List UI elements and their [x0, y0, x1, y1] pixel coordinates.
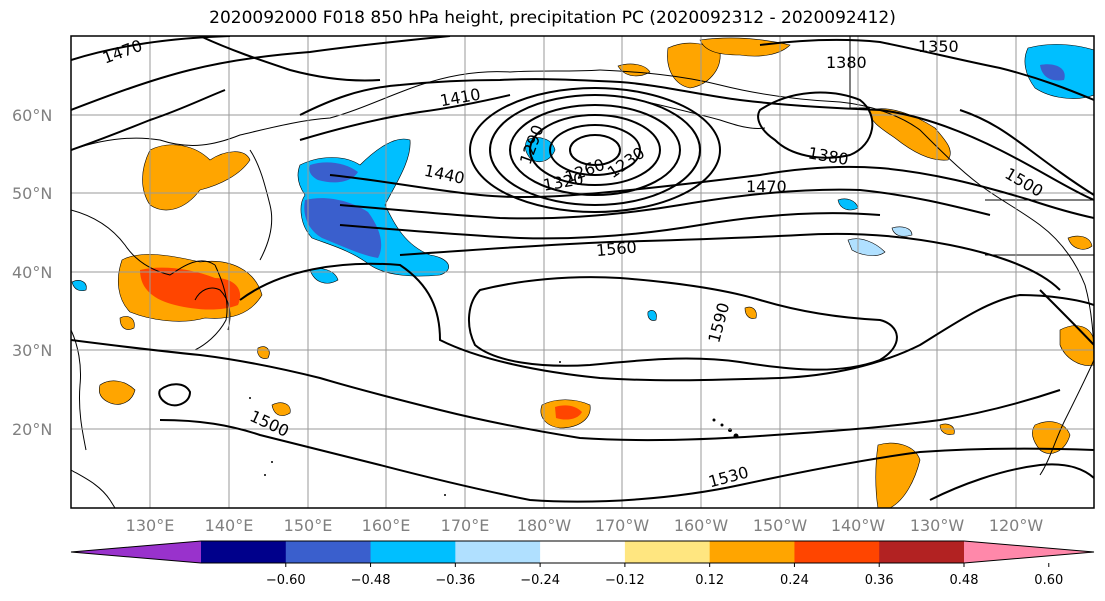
colorbar-tick-label: −0.36	[435, 573, 475, 588]
colorbar-tick-label: −0.24	[520, 573, 560, 588]
contour-label-1560: 1560	[595, 238, 637, 260]
map-frame	[70, 35, 1095, 509]
colorbar-tick-label: 0.36	[865, 573, 894, 588]
lon-label-160w: 160°W	[674, 516, 729, 535]
lon-label-140e: 140°E	[205, 516, 254, 535]
lon-label-150w: 150°W	[753, 516, 808, 535]
lon-label-140w: 140°W	[831, 516, 886, 535]
colorbar-bin	[709, 541, 795, 563]
contour-label-1380-n: 1380	[826, 53, 867, 72]
colorbar-tick-label: 0.24	[780, 573, 809, 588]
colorbar-outline	[70, 540, 1095, 564]
colorbar-bin	[624, 541, 711, 563]
colorbar: −0.60 −0.48 −0.36 −0.24 −0.12 0.12 0.24 0.36 0.4…	[70, 540, 1095, 588]
lat-label-50n: 50°N	[12, 184, 52, 203]
precip-positive-shading	[98, 37, 1094, 508]
height-contours	[71, 36, 1094, 503]
lon-label-170w: 170°W	[595, 516, 650, 535]
colorbar-bin	[879, 541, 965, 563]
coastlines	[71, 36, 1094, 508]
colorbar-bin	[540, 541, 626, 563]
colorbar-bin	[285, 541, 372, 563]
lon-label-150e: 150°E	[284, 516, 333, 535]
colorbar-bin	[794, 541, 880, 563]
colorbar-tick-label: 0.48	[950, 573, 979, 588]
colorbar-tick-label: 0.12	[695, 573, 724, 588]
lat-label-60n: 60°N	[12, 106, 52, 125]
colorbar-bin	[370, 541, 456, 563]
lon-label-180w: 180°W	[517, 516, 572, 535]
colorbar-extend-min	[71, 541, 201, 563]
contour-label-1470-center: 1470	[746, 177, 787, 196]
colorbar-tick-label: −0.60	[266, 573, 306, 588]
graticule	[71, 36, 1094, 508]
longitude-labels: 130°E 140°E 150°E 160°E 170°E 180°W 170°…	[126, 516, 1044, 535]
colorbar-extend-max	[964, 541, 1094, 563]
lon-label-120w: 120°W	[989, 516, 1044, 535]
latitude-labels: 60°N 50°N 40°N 30°N 20°N	[12, 106, 52, 439]
lon-label-130w: 130°W	[910, 516, 965, 535]
lon-label-170e: 170°E	[441, 516, 490, 535]
colorbar-bin	[455, 541, 541, 563]
lon-label-160e: 160°E	[362, 516, 411, 535]
colorbar-tick-label: −0.12	[605, 573, 645, 588]
colorbar-tick-label: 0.60	[1034, 573, 1063, 588]
contour-label-1350: 1350	[918, 37, 959, 56]
lat-label-20n: 20°N	[12, 420, 52, 439]
colorbar-bin	[201, 541, 287, 563]
lat-label-30n: 30°N	[12, 341, 52, 360]
map-title: 2020092000 F018 850 hPa height, precipit…	[209, 8, 896, 28]
lon-label-130e: 130°E	[126, 516, 175, 535]
lat-label-40n: 40°N	[12, 263, 52, 282]
colorbar-tick-label: −0.48	[351, 573, 391, 588]
